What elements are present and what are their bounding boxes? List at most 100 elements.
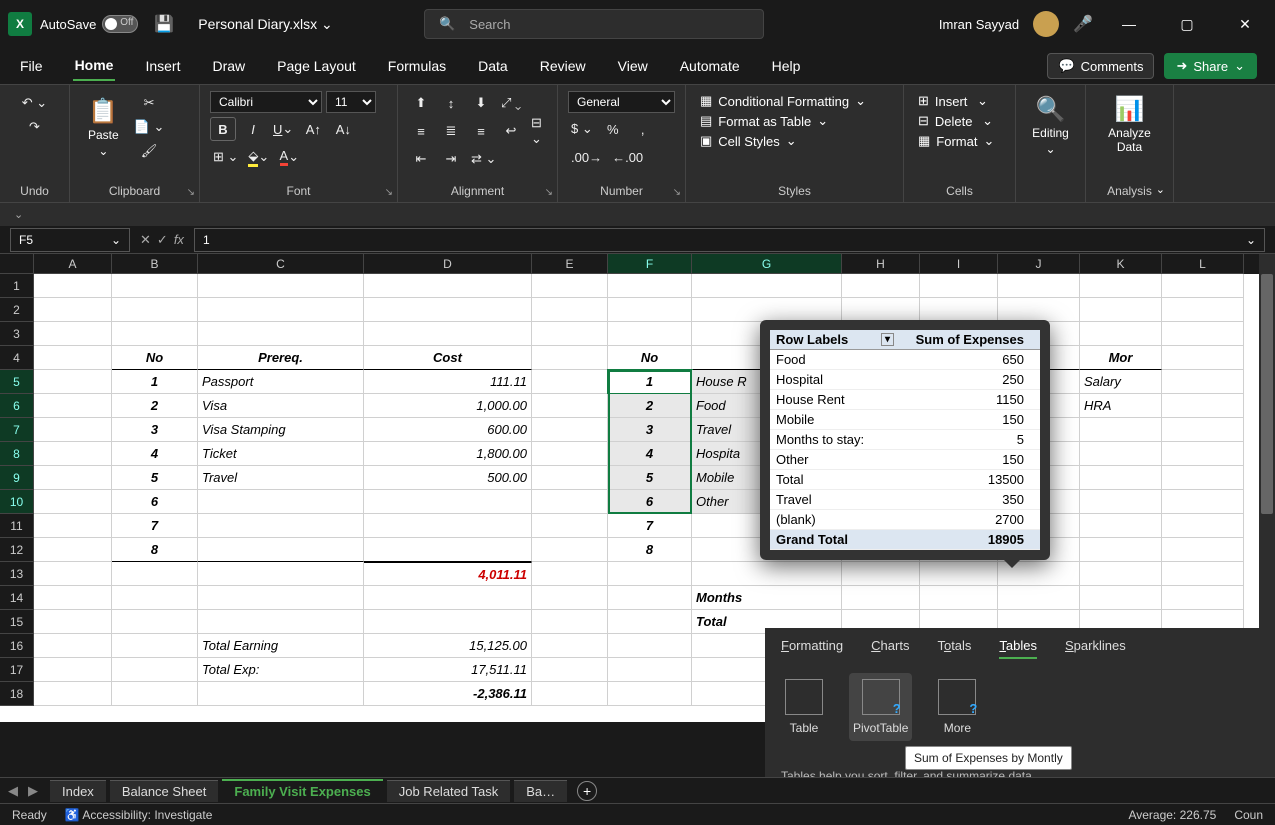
- filter-dropdown-icon[interactable]: ▾: [881, 333, 894, 346]
- cell[interactable]: Mor: [1080, 346, 1162, 370]
- cell[interactable]: [1080, 466, 1162, 490]
- cell[interactable]: Passport: [198, 370, 364, 394]
- cell[interactable]: 2: [112, 394, 198, 418]
- tab-review[interactable]: Review: [538, 52, 588, 80]
- ribbon-collapse-icon[interactable]: ⌄: [1156, 183, 1165, 196]
- formula-expand-icon[interactable]: ⌄: [1246, 233, 1256, 247]
- cell[interactable]: 2: [608, 394, 692, 418]
- cell[interactable]: [608, 658, 692, 682]
- cell[interactable]: [34, 562, 112, 586]
- cell[interactable]: [364, 538, 532, 562]
- cell[interactable]: Visa: [198, 394, 364, 418]
- font-name-select[interactable]: Calibri: [210, 91, 322, 113]
- save-icon[interactable]: 💾: [154, 14, 174, 34]
- font-color-button[interactable]: A ⌄: [276, 145, 302, 169]
- sheet-tab[interactable]: Balance Sheet: [110, 780, 219, 802]
- cell[interactable]: [112, 586, 198, 610]
- align-left-button[interactable]: ≡: [408, 119, 434, 143]
- cell[interactable]: [608, 322, 692, 346]
- cell[interactable]: [364, 514, 532, 538]
- cell[interactable]: -2,386.11: [364, 682, 532, 706]
- cell[interactable]: [532, 562, 608, 586]
- cell[interactable]: [34, 610, 112, 634]
- cell[interactable]: Total Earning: [198, 634, 364, 658]
- cell[interactable]: [1080, 418, 1162, 442]
- cell[interactable]: [608, 634, 692, 658]
- orientation-button[interactable]: ⤢ ⌄: [498, 91, 524, 115]
- wrap-text-button[interactable]: ↩: [498, 119, 524, 143]
- toggle-switch[interactable]: Off: [102, 15, 138, 33]
- cell[interactable]: [1080, 562, 1162, 586]
- mic-icon[interactable]: 🎤: [1073, 14, 1093, 34]
- cell[interactable]: [608, 610, 692, 634]
- conditional-formatting-button[interactable]: ▦ Conditional Formatting ⌄: [696, 91, 893, 111]
- cell[interactable]: [532, 322, 608, 346]
- cell[interactable]: [998, 586, 1080, 610]
- tab-draw[interactable]: Draw: [210, 52, 247, 80]
- alignment-launcher-icon[interactable]: ↘: [545, 187, 553, 198]
- analysis-tab-charts[interactable]: Charts: [871, 638, 909, 659]
- editing-button[interactable]: 🔍 Editing⌄: [1026, 91, 1075, 160]
- cell[interactable]: [692, 562, 842, 586]
- search-input[interactable]: 🔍 Search: [424, 9, 764, 39]
- col-header[interactable]: L: [1162, 254, 1244, 274]
- align-center-button[interactable]: ≣: [438, 119, 464, 143]
- cell[interactable]: [920, 274, 998, 298]
- cell[interactable]: [1162, 298, 1244, 322]
- cell[interactable]: [1162, 370, 1244, 394]
- cell[interactable]: [34, 370, 112, 394]
- sheet-tab[interactable]: Index: [50, 780, 106, 802]
- cell[interactable]: [112, 658, 198, 682]
- cell[interactable]: [34, 466, 112, 490]
- tab-automate[interactable]: Automate: [678, 52, 742, 80]
- cell[interactable]: [532, 682, 608, 706]
- decrease-decimal-button[interactable]: ←.00: [609, 145, 646, 169]
- cell[interactable]: [608, 586, 692, 610]
- cell[interactable]: [692, 274, 842, 298]
- cell[interactable]: No: [608, 346, 692, 370]
- sheet-tab-active[interactable]: Family Visit Expenses: [222, 779, 382, 802]
- cell[interactable]: [532, 370, 608, 394]
- cell[interactable]: [532, 586, 608, 610]
- increase-decimal-button[interactable]: .00→: [568, 145, 605, 169]
- paste-button[interactable]: 📋 Paste⌄: [80, 91, 127, 163]
- cell[interactable]: [34, 346, 112, 370]
- cell[interactable]: [112, 298, 198, 322]
- cell[interactable]: [1162, 562, 1244, 586]
- avatar[interactable]: [1033, 11, 1059, 37]
- number-format-select[interactable]: General: [568, 91, 675, 113]
- col-header[interactable]: H: [842, 254, 920, 274]
- cell[interactable]: [532, 490, 608, 514]
- cell[interactable]: [920, 298, 998, 322]
- cell[interactable]: [532, 418, 608, 442]
- tab-insert[interactable]: Insert: [143, 52, 182, 80]
- cell[interactable]: [364, 322, 532, 346]
- cell[interactable]: 17,511.11: [364, 658, 532, 682]
- cell[interactable]: Ticket: [198, 442, 364, 466]
- cut-button[interactable]: ✂: [131, 91, 168, 115]
- select-all-corner[interactable]: [0, 254, 34, 274]
- analysis-tab-sparklines[interactable]: Sparklines: [1065, 638, 1126, 659]
- cell[interactable]: [364, 610, 532, 634]
- analysis-tab-totals[interactable]: Totals: [937, 638, 971, 659]
- sheet-tab[interactable]: Ba…: [514, 780, 567, 802]
- cell[interactable]: [608, 682, 692, 706]
- cell[interactable]: [1162, 442, 1244, 466]
- font-launcher-icon[interactable]: ↘: [385, 187, 393, 198]
- cell[interactable]: [842, 274, 920, 298]
- tab-help[interactable]: Help: [770, 52, 803, 80]
- format-cells-button[interactable]: ▦ Format ⌄: [914, 131, 1005, 151]
- cell[interactable]: [34, 634, 112, 658]
- name-box[interactable]: F5⌄: [10, 228, 130, 252]
- cell[interactable]: [1162, 394, 1244, 418]
- cell[interactable]: [532, 610, 608, 634]
- column-headers[interactable]: A B C D E F G H I J K L: [0, 254, 1275, 274]
- cell[interactable]: [112, 610, 198, 634]
- tab-formulas[interactable]: Formulas: [386, 52, 448, 80]
- cell[interactable]: [34, 586, 112, 610]
- clipboard-launcher-icon[interactable]: ↘: [187, 187, 195, 198]
- cell[interactable]: [34, 298, 112, 322]
- sheet-tab[interactable]: Job Related Task: [387, 780, 511, 802]
- cell[interactable]: [998, 274, 1080, 298]
- sheet-prev-icon[interactable]: ◀: [8, 783, 18, 799]
